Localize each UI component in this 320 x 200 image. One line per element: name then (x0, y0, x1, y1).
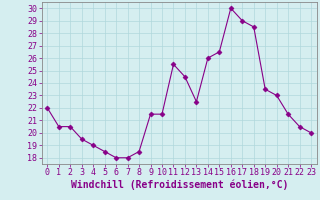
X-axis label: Windchill (Refroidissement éolien,°C): Windchill (Refroidissement éolien,°C) (70, 180, 288, 190)
